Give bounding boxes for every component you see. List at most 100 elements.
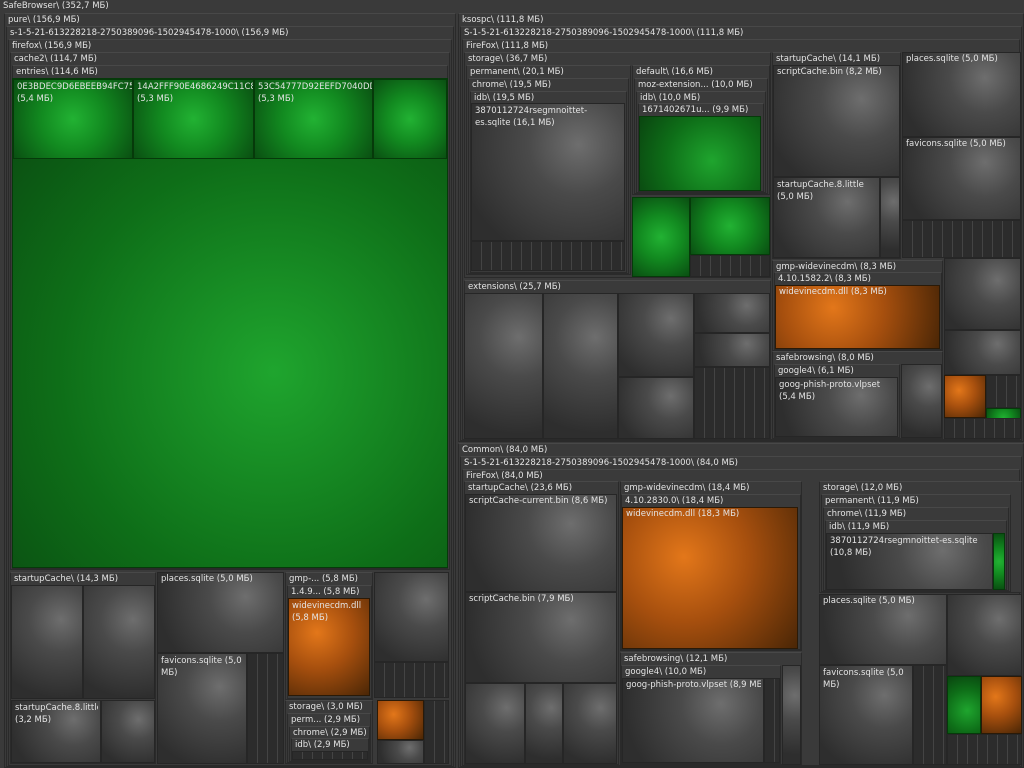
file-places-sqlite[interactable]: places.sqlite (5,0 МБ) — [157, 572, 284, 653]
file-startupcache-little[interactable]: startupCache.8.little (5,0 МБ) — [773, 177, 880, 258]
file-label: scriptCache-current.bin (8,6 МБ) — [469, 496, 608, 506]
file-tile[interactable] — [690, 197, 770, 255]
small-files-area[interactable] — [986, 375, 1021, 408]
file-tile[interactable] — [944, 258, 1021, 330]
small-files-area[interactable] — [694, 367, 770, 439]
file-label: favicons.sqlite (5,0 МБ) — [906, 139, 1006, 149]
folder-label: default\ (16,6 МБ) — [636, 67, 713, 77]
folder-label: permanent\ (11,9 МБ) — [825, 496, 919, 506]
file-scriptcache-bin[interactable]: scriptCache.bin (8,2 МБ) — [773, 65, 900, 177]
file-label: 3870112724rsegmnoittet-es.sqlite (16,1 М… — [475, 106, 588, 128]
file-goog-phish-proto[interactable]: goog-phish-proto.vlpset (8,9 МБ) — [622, 678, 764, 763]
file-tile[interactable] — [11, 585, 83, 699]
file-tile[interactable] — [632, 197, 690, 277]
folder-label: gmp-widevinecdm\ (18,4 МБ) — [624, 483, 750, 493]
folder-label: ksospc\ (111,8 МБ) — [462, 15, 544, 25]
folder-label: cache2\ (114,7 МБ) — [14, 54, 97, 64]
file-scriptcache-bin[interactable]: scriptCache.bin (7,9 МБ) — [465, 592, 617, 683]
file-tile[interactable] — [993, 533, 1005, 590]
file-tile[interactable] — [101, 700, 155, 763]
folder-label: idb\ (11,9 МБ) — [829, 522, 890, 532]
folder-label: google4\ (10,0 МБ) — [625, 667, 707, 677]
folder-label: gmp-... (5,8 МБ) — [289, 574, 358, 584]
file-tile[interactable] — [901, 364, 942, 438]
file-tile[interactable] — [563, 683, 617, 764]
folder-label: s-1-5-21-613228218-2750389096-1502945478… — [10, 28, 289, 38]
small-files-area[interactable] — [947, 734, 1022, 765]
folder-label: chrome\ (19,5 МБ) — [472, 80, 552, 90]
folder-label: startupCache\ (23,6 МБ) — [468, 483, 573, 493]
file-favicons-sqlite[interactable]: favicons.sqlite (5,0 МБ) — [902, 137, 1021, 220]
small-files-area[interactable] — [247, 653, 284, 764]
file-favicons-sqlite[interactable]: favicons.sqlite (5,0 МБ) — [819, 665, 913, 765]
file-tile[interactable] — [947, 594, 1022, 676]
folder-label: S-1-5-21-613228218-2750389096-1502945478… — [464, 28, 744, 38]
file-label: places.sqlite (5,0 МБ) — [823, 596, 915, 606]
file-tile[interactable] — [373, 79, 447, 159]
small-files-area[interactable] — [764, 678, 780, 763]
small-files-area[interactable] — [690, 255, 770, 277]
file-label: goog-phish-proto.vlpset (5,4 МБ) — [779, 380, 881, 402]
file-label: 3870112724rsegmnoittet-es.sqlite (10,8 М… — [830, 536, 978, 558]
small-files-area[interactable] — [374, 662, 449, 698]
small-files-area[interactable] — [944, 418, 1021, 439]
small-files-area[interactable] — [424, 700, 449, 764]
folder-label: 4.10.1582.2\ (8,3 МБ) — [778, 274, 871, 284]
folder-label: Common\ (84,0 МБ) — [462, 445, 548, 455]
folder-label: storage\ (3,0 МБ) — [289, 702, 363, 712]
folder-label: FireFox\ (111,8 МБ) — [466, 41, 549, 51]
file-label: scriptCache.bin (8,2 МБ) — [777, 67, 882, 77]
folder-label: FireFox\ (84,0 МБ) — [466, 471, 543, 481]
folder-label: chrome\ (2,9 МБ) — [293, 728, 367, 738]
file-tile[interactable] — [944, 375, 986, 418]
file-tile[interactable]: 0E3BDEC9D6EBEEB94FC75F7 (5,4 МБ) — [13, 79, 133, 159]
file-widevinecdm-dll[interactable]: widevinecdm.dll (5,8 МБ) — [288, 598, 370, 696]
file-tile[interactable] — [377, 700, 424, 740]
file-widevinecdm-dll[interactable]: widevinecdm.dll (8,3 МБ) — [775, 285, 940, 349]
file-tile[interactable] — [374, 572, 449, 662]
file-tile[interactable]: 53C54777D92EEFD7040DDA (5,3 МБ) — [254, 79, 373, 159]
cache-files-area[interactable] — [947, 676, 981, 734]
file-tile[interactable] — [782, 665, 801, 765]
small-files-area[interactable] — [913, 665, 947, 765]
root-folder-label[interactable]: SafeBrowser\ (352,7 МБ) — [3, 1, 109, 11]
file-startupcache-little[interactable]: startupCache.8.little (3,2 МБ) — [11, 700, 101, 763]
file-label: widevinecdm.dll (5,8 МБ) — [292, 601, 362, 623]
file-tile[interactable] — [377, 740, 424, 764]
folder-label: permanent\ (20,1 МБ) — [470, 67, 564, 77]
file-widevinecdm-dll[interactable]: widevinecdm.dll (18,3 МБ) — [622, 507, 798, 649]
file-tile[interactable] — [83, 585, 155, 699]
file-tile[interactable] — [618, 293, 694, 377]
file-tile[interactable] — [880, 177, 900, 258]
file-tile[interactable] — [981, 676, 1022, 734]
file-places-sqlite[interactable]: places.sqlite (5,0 МБ) — [819, 594, 947, 665]
file-label: widevinecdm.dll (18,3 МБ) — [626, 509, 740, 519]
file-tile[interactable] — [543, 293, 618, 439]
file-tile[interactable] — [694, 293, 770, 333]
folder-label: 4.10.2830.0\ (18,4 МБ) — [625, 496, 724, 506]
folder-label: gmp-widevinecdm\ (8,3 МБ) — [776, 262, 897, 272]
file-scriptcache-current[interactable]: scriptCache-current.bin (8,6 МБ) — [465, 494, 617, 592]
file-label: startupCache.8.little (5,0 МБ) — [777, 180, 864, 202]
file-label: 53C54777D92EEFD7040DDA (5,3 МБ) — [258, 82, 372, 104]
file-sqlite[interactable]: 3870112724rsegmnoittet-es.sqlite (10,8 М… — [826, 533, 993, 590]
file-favicons-sqlite[interactable]: favicons.sqlite (5,0 МБ) — [157, 653, 247, 764]
file-sqlite[interactable]: 3870112724rsegmnoittet-es.sqlite (16,1 М… — [471, 103, 625, 241]
small-files-area[interactable] — [292, 751, 368, 760]
file-tile[interactable] — [694, 333, 770, 367]
file-goog-phish-proto[interactable]: goog-phish-proto.vlpset (5,4 МБ) — [775, 377, 898, 437]
small-files-area[interactable] — [471, 241, 625, 271]
entries-cache-files-area[interactable] — [12, 78, 448, 568]
file-tile[interactable] — [464, 293, 543, 439]
file-tile[interactable] — [944, 330, 1021, 375]
file-places-sqlite[interactable]: places.sqlite (5,0 МБ) — [902, 52, 1021, 137]
file-tile[interactable] — [465, 683, 525, 764]
file-tile[interactable] — [618, 377, 694, 439]
folder-label: S-1-5-21-613228218-2750389096-1502945478… — [464, 458, 738, 468]
file-tile[interactable]: 14A2FFF90E4686249C11C88 (5,3 МБ) — [133, 79, 254, 159]
file-tile[interactable] — [525, 683, 563, 764]
file-label: favicons.sqlite (5,0 МБ) — [823, 668, 904, 690]
small-files-area[interactable] — [902, 220, 1021, 258]
cache-files-area[interactable] — [639, 116, 761, 191]
folder-label: 1671402671u... (9,9 МБ) — [642, 105, 749, 115]
